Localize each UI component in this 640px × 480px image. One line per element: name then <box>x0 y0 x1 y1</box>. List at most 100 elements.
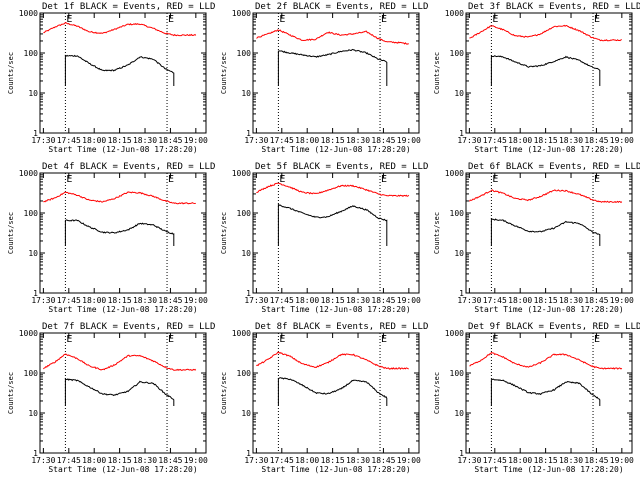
y-tick-label: 10 <box>454 249 464 258</box>
x-tick-label: 18:45 <box>584 296 608 305</box>
x-tick-label: 18:30 <box>133 136 157 145</box>
events-series-line <box>277 377 388 406</box>
y-tick-label: 100 <box>237 209 252 218</box>
y-tick-label: 1 <box>246 449 251 458</box>
event-marker-label: E <box>492 174 498 185</box>
y-axis-label: Counts/sec <box>433 212 441 254</box>
y-axis-label: Counts/sec <box>433 372 441 414</box>
event-marker-label: E <box>492 14 498 25</box>
events-series-line <box>64 219 175 246</box>
event-marker-label: E <box>381 174 387 185</box>
x-tick-label: 18:45 <box>158 136 182 145</box>
x-tick-label: 18:15 <box>534 456 558 465</box>
x-tick-label: 19:00 <box>184 136 208 145</box>
lld-series-line <box>256 29 409 45</box>
x-tick-label: 17:45 <box>270 136 294 145</box>
x-axis-label: Start Time (12-Jun-08 17:28:20) <box>261 465 410 474</box>
events-series-line <box>490 217 601 246</box>
y-tick-label: 1000 <box>19 169 38 178</box>
panel-title: Det 8f BLACK = Events, RED = LLD <box>255 322 428 332</box>
event-marker-label: E <box>66 14 72 25</box>
y-tick-label: 1 <box>459 449 464 458</box>
lld-series-line <box>43 22 197 37</box>
y-tick-label: 100 <box>450 369 465 378</box>
x-tick-label: 17:30 <box>244 456 268 465</box>
y-tick-label: 1 <box>459 289 464 298</box>
plot-frame <box>39 12 207 134</box>
y-tick-label: 10 <box>454 409 464 418</box>
y-tick-label: 1000 <box>232 169 251 178</box>
x-tick-label: 17:45 <box>57 296 81 305</box>
y-tick-label: 100 <box>237 369 252 378</box>
y-tick-label: 1000 <box>232 329 251 338</box>
plot-frame <box>252 332 420 454</box>
x-tick-label: 17:30 <box>31 136 55 145</box>
event-marker-label: E <box>594 14 600 25</box>
y-axis-label: Counts/sec <box>220 52 228 94</box>
x-tick-label: 18:30 <box>346 136 370 145</box>
plot-frame <box>252 172 420 294</box>
lld-series-line <box>43 353 197 372</box>
x-tick-label: 19:00 <box>610 136 634 145</box>
detector-panel-6: Det 6f BLACK = Events, RED = LLD 1 10 100 10… <box>433 162 640 314</box>
detector-panel-7: Det 7f BLACK = Events, RED = LLD 1 10 100 10… <box>7 322 215 474</box>
x-tick-label: 18:00 <box>508 136 532 145</box>
y-tick-label: 1000 <box>19 9 38 18</box>
event-marker-label: E <box>279 14 285 25</box>
plot-frame <box>252 12 420 134</box>
x-tick-label: 17:45 <box>57 456 81 465</box>
events-series-line <box>64 54 175 86</box>
x-tick-label: 17:45 <box>483 136 507 145</box>
x-tick-label: 19:00 <box>397 456 421 465</box>
events-series-line <box>277 203 388 246</box>
x-tick-label: 17:30 <box>244 136 268 145</box>
x-tick-label: 18:15 <box>321 136 345 145</box>
y-tick-label: 1 <box>246 129 251 138</box>
y-tick-label: 10 <box>241 409 251 418</box>
lld-series-line <box>469 24 622 42</box>
event-marker-label: E <box>168 334 174 345</box>
x-tick-label: 18:15 <box>108 456 132 465</box>
x-tick-label: 17:30 <box>31 456 55 465</box>
y-tick-label: 100 <box>450 209 465 218</box>
y-tick-label: 100 <box>24 369 39 378</box>
event-marker-label: E <box>381 14 387 25</box>
x-tick-label: 17:45 <box>270 456 294 465</box>
event-marker-label: E <box>168 14 174 25</box>
x-tick-label: 18:00 <box>82 456 106 465</box>
x-tick-label: 18:00 <box>295 136 319 145</box>
y-tick-label: 10 <box>454 89 464 98</box>
x-tick-label: 17:45 <box>57 136 81 145</box>
x-tick-label: 19:00 <box>610 296 634 305</box>
panel-title: Det 1f BLACK = Events, RED = LLD <box>42 2 215 12</box>
y-axis-label: Counts/sec <box>433 52 441 94</box>
event-marker-label: E <box>279 174 285 185</box>
y-tick-label: 1 <box>33 129 38 138</box>
plot-frame <box>465 12 633 134</box>
lld-series-line <box>43 191 196 205</box>
lld-series-line <box>469 351 623 370</box>
panel-title: Det 4f BLACK = Events, RED = LLD <box>42 162 215 172</box>
y-tick-label: 1000 <box>232 9 251 18</box>
y-axis-label: Counts/sec <box>7 372 15 414</box>
event-marker-label: E <box>66 334 72 345</box>
x-tick-label: 17:30 <box>31 296 55 305</box>
plot-frame <box>465 172 633 294</box>
x-axis-label: Start Time (12-Jun-08 17:28:20) <box>474 465 623 474</box>
y-tick-label: 1000 <box>445 329 464 338</box>
x-tick-label: 18:45 <box>584 136 608 145</box>
event-marker-label: E <box>279 334 285 345</box>
x-axis-label: Start Time (12-Jun-08 17:28:20) <box>474 145 623 154</box>
y-tick-label: 100 <box>24 209 39 218</box>
x-tick-label: 18:00 <box>508 456 532 465</box>
x-axis-label: Start Time (12-Jun-08 17:28:20) <box>48 145 197 154</box>
x-tick-label: 18:30 <box>133 296 157 305</box>
x-tick-label: 18:45 <box>371 456 395 465</box>
detector-panel-2: Det 2f BLACK = Events, RED = LLD 1 10 100 10… <box>220 2 428 154</box>
y-tick-label: 100 <box>237 49 252 58</box>
x-tick-label: 18:30 <box>559 456 583 465</box>
event-marker-label: E <box>168 174 174 185</box>
y-tick-label: 1000 <box>19 329 38 338</box>
y-tick-label: 10 <box>241 89 251 98</box>
x-tick-label: 18:15 <box>108 296 132 305</box>
